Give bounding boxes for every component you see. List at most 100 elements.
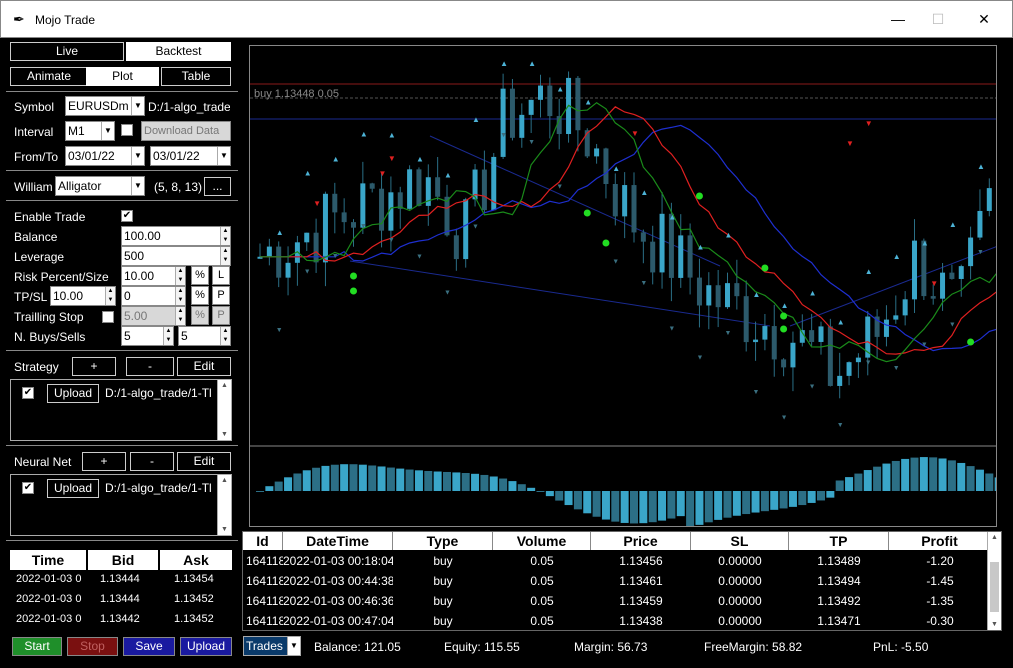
neural-remove-button[interactable]: - [130,452,174,471]
from-date-field[interactable]: 03/01/22 ▼ [65,146,145,166]
tab-live[interactable]: Live [10,42,124,61]
candle-body [930,296,936,299]
spinner-icon[interactable]: ▲ ▼ [220,227,230,245]
trailing-percent-button[interactable]: % [191,306,209,325]
trailing-pips-button[interactable]: P [212,306,230,325]
leverage-field[interactable]: 500 ▲ ▼ [121,246,231,266]
oscillator-bar [798,491,807,506]
candle-body [322,193,328,263]
interval-checkbox[interactable] [121,124,133,136]
scroll-thumb[interactable] [990,562,999,612]
risk-lot-button[interactable]: L [212,266,230,285]
candle-body [407,169,413,209]
table-row[interactable]: 164118 2022-01-03 00:44:38 buy 0.05 1.13461 0… [243,571,991,591]
tpsl-pips-button[interactable]: P [212,286,230,305]
spinner-icon[interactable]: ▲ ▼ [105,287,115,305]
enable-trade-checkbox[interactable]: ✔ [121,210,133,222]
start-button[interactable]: Start [12,637,62,656]
tick-ask: 1.13452 [174,593,214,605]
down-arrow-marker: ▼ [388,237,395,244]
download-data-button[interactable]: Download Data [141,121,231,141]
trade-volume: 0.05 [530,574,554,588]
neural-upload-button[interactable]: Upload [47,479,99,498]
minimize-button[interactable]: — [891,11,905,27]
tick-header-time: Time [10,550,86,570]
oscillator-bar [863,470,872,491]
neural-add-button[interactable]: + [82,452,126,471]
to-date-field[interactable]: 03/01/22 ▼ [150,146,231,166]
nsells-field[interactable]: 5 ▲ ▼ [178,326,231,346]
tab-animate[interactable]: Animate [10,67,88,86]
neural-checkbox[interactable]: ✔ [22,482,34,494]
up-arrow-marker: ▲ [753,290,761,299]
tab-plot[interactable]: Plot [86,67,159,86]
candle-body [612,183,618,217]
price-chart[interactable]: buy 1.13448 0.05 ▲ ▼ ▲ ▼ ▲ ▼ ▲ ▼ ▲ ▼ ▲ ▼ ▲ ▼ ▲ ▼ ▲ ▼ ▲ ▼ ▲ ▼ ▲… [249,45,997,527]
spinner-icon[interactable]: ▲ ▼ [220,247,230,265]
candle-body [706,285,712,306]
neural-edit-button[interactable]: Edit [177,452,231,471]
strategy-add-button[interactable]: + [72,357,116,376]
strategy-checkbox[interactable]: ✔ [22,387,34,399]
tp-field[interactable]: 10.00 ▲ ▼ [50,286,116,306]
table-row[interactable]: 2022-01-03 0 1.13442 1.13452 [6,610,232,630]
table-row[interactable]: 164118 2022-01-03 00:47:04 buy 0.05 1.13438 0… [243,611,991,631]
trailing-checkbox[interactable] [102,311,114,323]
oscillator-bar [405,469,414,491]
spinner-icon[interactable]: ▲ ▼ [220,327,230,345]
view-select[interactable]: Trades ▼ [243,636,301,656]
spinner-icon[interactable]: ▲ ▼ [175,267,185,285]
table-row[interactable]: 2022-01-03 0 1.13444 1.13454 [6,570,232,590]
stop-button[interactable]: Stop [67,637,118,656]
down-arrow-marker: ▼ [556,183,563,190]
candle-body [547,85,553,117]
strategy-upload-button[interactable]: Upload [47,384,99,403]
interval-select[interactable]: M1 ▼ [65,121,115,141]
close-button[interactable]: ✕ [978,11,990,27]
trades-scrollbar[interactable]: ▲ ▼ [987,532,1001,630]
trade-sl: 0.00000 [718,594,762,608]
feather-icon: ✒ [13,11,25,27]
spinner-icon[interactable]: ▲ ▼ [175,307,185,325]
maximize-button[interactable]: ☐ [931,11,945,27]
candle-body [659,213,665,273]
strategy-remove-button[interactable]: - [126,357,174,376]
risk-field[interactable]: 10.00 ▲ ▼ [121,266,186,286]
candle-body [696,277,702,306]
candle-body [753,339,759,343]
candle-body [715,285,721,308]
symbol-select[interactable]: EURUSDm ▼ [65,96,145,116]
nbuys-field[interactable]: 5 ▲ ▼ [121,326,174,346]
down-arrow-marker: ▼ [360,223,367,230]
table-row[interactable]: 164118 2022-01-03 00:46:36 buy 0.05 1.13459 0… [243,591,991,611]
strategy-edit-button[interactable]: Edit [177,357,231,376]
sell-signal-marker: ▼ [388,154,396,163]
balance-field[interactable]: 100.00 ▲ ▼ [121,226,231,246]
table-row[interactable]: 164118 2022-01-03 00:18:04 buy 0.05 1.13456 0… [243,551,991,571]
oscillator-bar [452,472,461,491]
tab-table[interactable]: Table [161,67,231,86]
risk-percent-button[interactable]: % [191,266,209,285]
tpsl-percent-button[interactable]: % [191,286,209,305]
save-button[interactable]: Save [123,637,175,656]
indicator-select[interactable]: Alligator ▼ [55,176,145,196]
spinner-icon[interactable]: ▲ ▼ [175,287,185,305]
upload-button[interactable]: Upload [180,637,232,656]
table-row[interactable]: 2022-01-03 0 1.13444 1.13452 [6,590,232,610]
indicator-more-button[interactable]: ... [204,177,231,196]
candle-body [883,319,889,337]
strategy-scrollbar[interactable]: ▲ ▼ [217,380,231,440]
sl-field[interactable]: 0 ▲ ▼ [121,286,186,306]
up-arrow-marker: ▲ [360,129,368,138]
neural-scrollbar[interactable]: ▲ ▼ [217,475,231,535]
col-tp: TP [789,532,889,550]
trade-profit: -1.35 [926,594,954,608]
tick-header-bid: Bid [88,550,158,570]
oscillator-bar [807,491,816,503]
symbol-value: EURUSDm [68,99,129,113]
candle-body [388,192,394,231]
signal-dot [695,192,703,200]
tab-backtest[interactable]: Backtest [126,42,231,61]
spinner-icon[interactable]: ▲ ▼ [163,327,173,345]
trailing-field[interactable]: 5.00 ▲ ▼ [121,306,186,326]
